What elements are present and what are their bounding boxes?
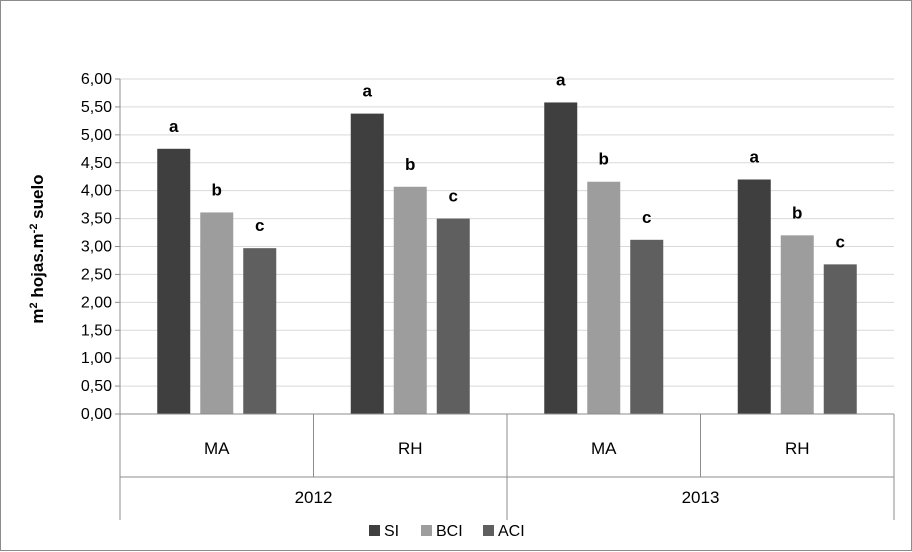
significance-letter: c bbox=[449, 187, 458, 206]
bar-aci bbox=[436, 218, 470, 414]
legend-swatch-si bbox=[369, 525, 380, 536]
y-tick-label: 0,00 bbox=[81, 406, 112, 423]
bar-si bbox=[350, 113, 384, 414]
y-tick-label: 2,00 bbox=[81, 294, 112, 311]
bar-si bbox=[737, 179, 771, 414]
significance-letter: b bbox=[212, 180, 222, 199]
x-group-label: 2012 bbox=[295, 488, 333, 507]
y-tick-label: 5,50 bbox=[81, 99, 112, 116]
bar-bci bbox=[200, 212, 234, 414]
y-tick-label: 6,00 bbox=[81, 71, 112, 88]
bar-aci bbox=[243, 248, 277, 414]
bar-bci bbox=[780, 235, 814, 414]
significance-letter: c bbox=[255, 216, 264, 235]
bar-si bbox=[157, 148, 191, 414]
x-category-label: RH bbox=[785, 439, 810, 458]
bars bbox=[157, 102, 857, 414]
x-category-label: MA bbox=[591, 439, 617, 458]
y-axis-title: m2 hojas.m-2 suelo bbox=[28, 174, 47, 323]
legend-label-si: SI bbox=[384, 523, 399, 540]
significance-letter: a bbox=[169, 117, 179, 136]
bar-bci bbox=[587, 181, 621, 414]
significance-letter: c bbox=[642, 208, 651, 227]
significance-letter: a bbox=[363, 82, 373, 101]
significance-letter: b bbox=[405, 155, 415, 174]
y-tick-label: 4,00 bbox=[81, 183, 112, 200]
legend-label-aci: ACI bbox=[498, 523, 525, 540]
significance-letter: b bbox=[599, 150, 609, 169]
y-tick-label: 3,00 bbox=[81, 239, 112, 256]
labels: 0,00 0,50 1,00 1,50 2,00 2,50 3,00 3,50 4,00 4,50… bbox=[81, 70, 845, 507]
y-tick-label: 2,50 bbox=[81, 266, 112, 283]
legend-swatch-bci bbox=[421, 525, 432, 536]
x-category-label: RH bbox=[398, 439, 423, 458]
axes bbox=[115, 78, 895, 520]
bar-bci bbox=[393, 186, 427, 414]
y-tick-label: 1,50 bbox=[81, 322, 112, 339]
bar-aci bbox=[823, 264, 857, 414]
significance-letter: b bbox=[792, 203, 802, 222]
legend: SI BCI ACI bbox=[369, 523, 525, 540]
legend-label-bci: BCI bbox=[436, 523, 463, 540]
y-tick-label: 3,50 bbox=[81, 211, 112, 228]
y-tick-label: 1,00 bbox=[81, 350, 112, 367]
y-tick-label: 0,50 bbox=[81, 378, 112, 395]
y-tick-label: 4,50 bbox=[81, 155, 112, 172]
x-category-label: MA bbox=[204, 439, 230, 458]
significance-letter: c bbox=[836, 232, 845, 251]
x-group-label: 2013 bbox=[682, 488, 720, 507]
significance-letter: a bbox=[750, 148, 760, 167]
significance-letter: a bbox=[556, 70, 566, 89]
bar-aci bbox=[630, 239, 664, 414]
gridlines bbox=[120, 78, 894, 387]
bar-si bbox=[544, 102, 578, 414]
legend-swatch-aci bbox=[483, 525, 494, 536]
y-tick-label: 5,00 bbox=[81, 127, 112, 144]
